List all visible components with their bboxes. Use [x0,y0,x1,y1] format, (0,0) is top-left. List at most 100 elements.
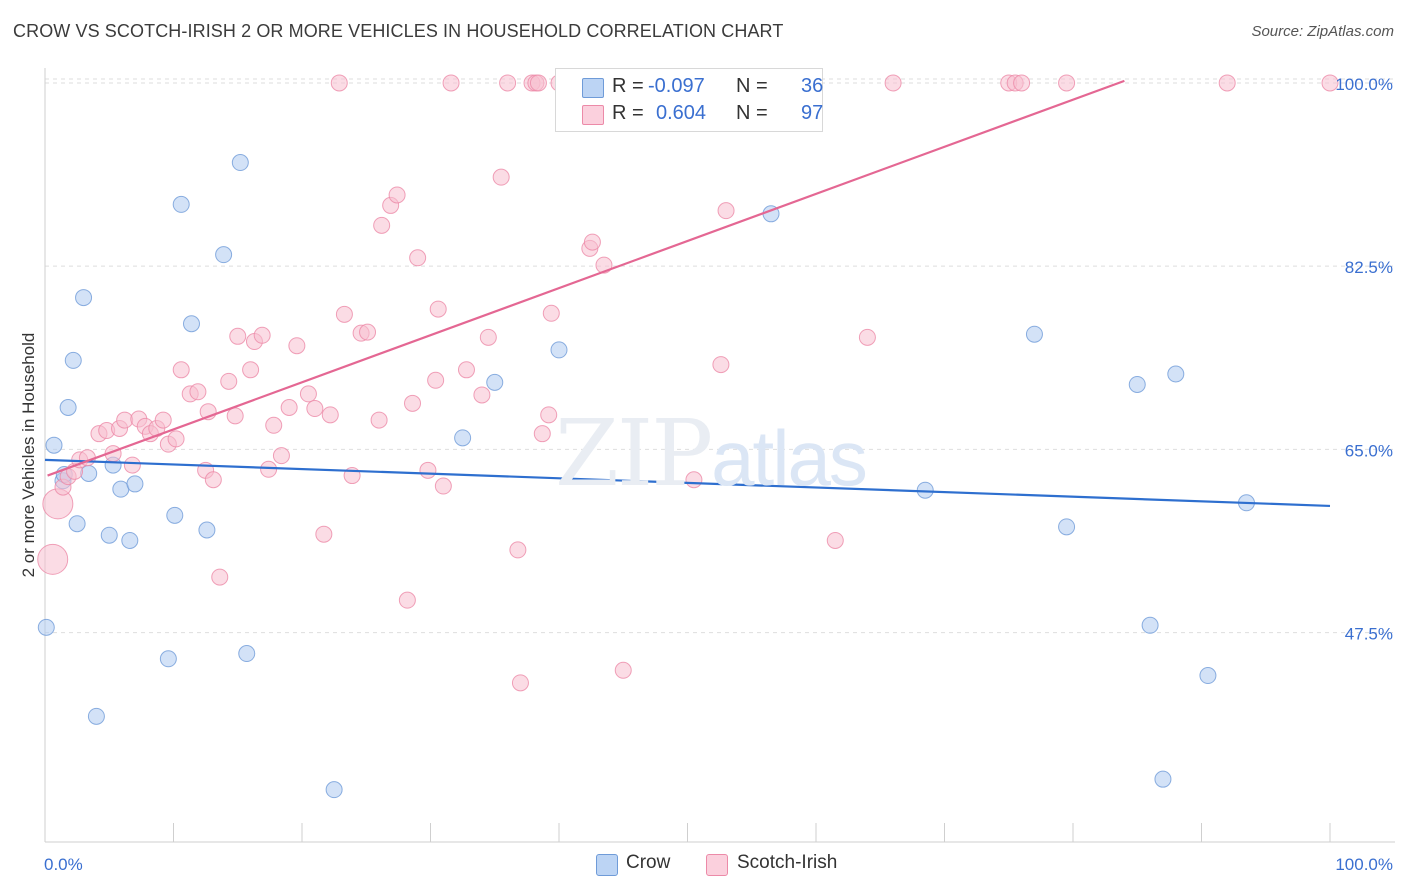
x-tick-label-min: 0.0% [44,855,83,874]
scotch-irish-point [265,416,283,434]
crow-r-value: -0.097 [648,75,705,97]
crow-point [75,289,93,307]
scotch-irish-point [299,385,317,403]
scotch-irish-point [509,541,527,559]
scotch-irish-trend-line [47,79,1125,477]
scotch-irish-point [288,337,306,355]
scotch-irish-point [116,411,134,429]
crow-point [87,707,105,725]
crow-point [1128,375,1146,393]
scotch-irish-point [253,326,271,344]
scotch-irish-point [457,361,475,379]
scotch-irish-point [373,216,391,234]
legend-crow-swatch [596,854,618,876]
crow-point [486,373,504,391]
scotch-irish-point [370,411,388,429]
crow-point [1199,667,1217,685]
scotch-irish-point [712,356,730,374]
crow-point [80,464,98,482]
crow-point [45,436,63,454]
crow-point [550,341,568,359]
watermark: ZIPatlas [555,400,868,507]
crow-point [238,645,256,663]
scotch-irish-point [717,202,735,220]
tick-labels: 47.5% 65.0% 82.5% 100.0% 0.0% 100.0% 2 or more… [19,75,1393,874]
scotch-irish-swatch [582,105,604,125]
crow-point [112,480,130,498]
crow-n-value: 36 [801,75,824,97]
scotch-irish-point [315,525,333,543]
source-label: Source: ZipAtlas.com [1251,23,1394,40]
y-axis-label: 2 or more Vehicles in Household [19,333,38,578]
scotch-irish-point [172,361,190,379]
scotch-irish-point [434,477,452,495]
crow-point [198,521,216,539]
scotch-irish-point [1013,74,1031,92]
y-tick-label: 100.0% [1335,75,1393,94]
legend-scotch-irish-label: Scotch-Irish [737,852,838,873]
scotch-irish-point [226,407,244,425]
scotch-irish-point [442,74,460,92]
scotch-irish-point [359,323,377,341]
axes [44,68,1395,843]
scotch-irish-point [204,471,222,489]
crow-point [1058,518,1076,536]
crow-point [68,515,86,533]
scotch-irish-point [154,411,172,429]
crow-trend-line [44,458,1331,508]
crow-point [1167,365,1185,383]
scotch-irish-point [529,74,547,92]
scotch-irish-point [826,531,844,549]
crow-n-label: N = [736,75,768,97]
scotch-irish-point [1321,74,1339,92]
scotch-irish-point [1058,74,1076,92]
crow-point [325,781,343,799]
x-tick-label-max: 100.0% [1335,855,1393,874]
scotch-irish-point [479,328,497,346]
scotch-irish-point [335,305,353,323]
stats-legend: R = -0.097 N = 36 R = 0.604 N = 97 [555,68,823,132]
scotch-irish-point [499,74,517,92]
scotch-irish-point [427,371,445,389]
scotch-irish-point [321,406,339,424]
crow-point [231,154,249,172]
scotch-irish-point [398,591,416,609]
scotch-irish-point [419,461,437,479]
scotch-irish-point [242,361,260,379]
y-tick-label: 47.5% [1345,625,1393,644]
crow-point [37,618,55,636]
scotch-irish-point [272,447,290,465]
scotch-irish-point [492,168,510,186]
scotch-irish-point [858,328,876,346]
crow-point [182,315,200,333]
crow-point [1141,616,1159,634]
crow-swatch [582,78,604,98]
scotch-irish-point [583,233,601,251]
scotch-irish-point [404,394,422,412]
trend-lines [44,79,1331,508]
scotch-irish-point [37,543,69,575]
legend-crow-label: Crow [626,852,671,873]
y-tick-label: 82.5% [1345,258,1393,277]
chart-title: CROW VS SCOTCH-IRISH 2 OR MORE VEHICLES … [13,21,784,41]
scotch-irish-point [189,383,207,401]
scotch-irish-point [533,425,551,443]
scotch-irish-n-value: 97 [801,102,824,124]
scotch-irish-r-label: R = [612,102,644,124]
crow-point [166,506,184,524]
crow-point [59,399,77,417]
crow-point [454,429,472,447]
scotch-irish-point [220,372,238,390]
crow-point [1154,770,1172,788]
crow-point [159,650,177,668]
scotch-irish-point [260,460,278,478]
crow-point [215,246,233,264]
crow-point [1025,325,1043,343]
crow-r-label: R = [612,75,644,97]
scotch-irish-n-label: N = [736,102,768,124]
crow-point [64,351,82,369]
scotch-irish-point [614,661,632,679]
crow-point [100,526,118,544]
scotch-irish-point [511,674,529,692]
